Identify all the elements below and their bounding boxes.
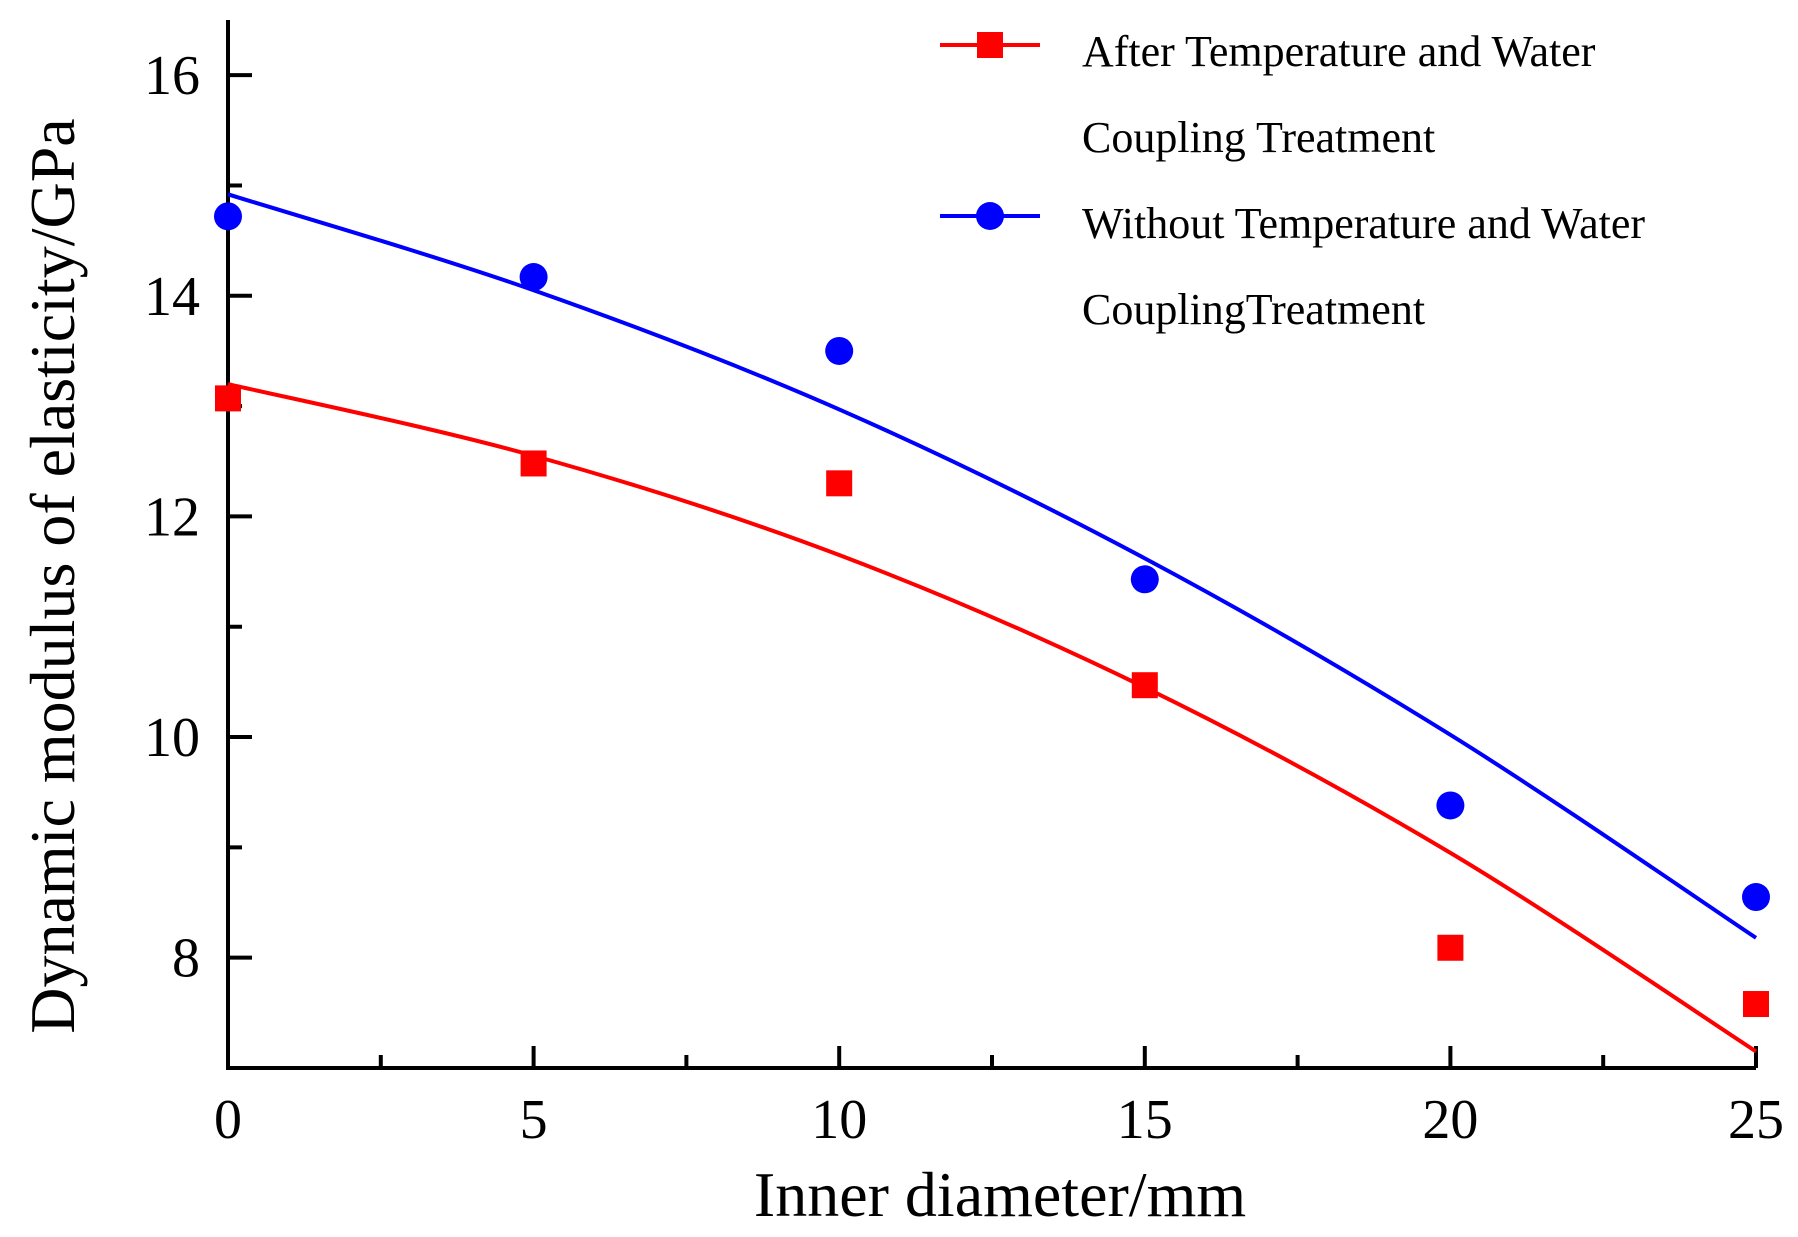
legend-label: Without Temperature and Water xyxy=(1082,199,1645,248)
y-tick-label: 14 xyxy=(144,266,200,328)
y-tick-label: 10 xyxy=(144,707,200,769)
data-point-circle xyxy=(519,263,548,292)
legend-marker-square xyxy=(977,32,1003,58)
fit-line-series-2 xyxy=(227,192,1758,940)
x-tick-label: 10 xyxy=(811,1089,867,1151)
legend-label: After Temperature and Water xyxy=(1082,27,1596,76)
legend-label: Coupling Treatment xyxy=(1082,113,1435,162)
x-tick-label: 15 xyxy=(1117,1089,1173,1151)
legend-label: CouplingTreatment xyxy=(1082,285,1425,334)
axes: 0 5 10 15 20 25 8 10 12 14 16 xyxy=(144,20,1784,1151)
y-tick-label: 16 xyxy=(144,45,200,107)
data-point-square xyxy=(1437,934,1464,961)
x-tick-label: 20 xyxy=(1422,1089,1478,1151)
y-axis-title: Dynamic modulus of elasticity/GPa xyxy=(17,118,88,1033)
data-point-square xyxy=(215,385,241,412)
x-tick-label: 5 xyxy=(520,1089,548,1151)
data-point-circle xyxy=(1436,791,1465,820)
data-point-square xyxy=(1743,991,1769,1018)
fit-lines xyxy=(227,192,1758,1054)
legend-marker-circle xyxy=(976,202,1004,230)
data-point-square xyxy=(520,450,547,477)
data-point-square xyxy=(1131,672,1158,699)
legend: After Temperature and Water Coupling Trea… xyxy=(940,27,1645,334)
x-axis-title: Inner diameter/mm xyxy=(754,1159,1246,1230)
data-point-circle xyxy=(825,336,854,365)
data-points xyxy=(214,202,1770,1018)
x-tick-label: 25 xyxy=(1728,1089,1784,1151)
y-tick-label: 8 xyxy=(172,928,200,990)
x-tick-label: 0 xyxy=(214,1089,242,1151)
y-tick-label: 12 xyxy=(144,486,200,548)
data-point-circle xyxy=(1130,565,1159,594)
data-point-circle xyxy=(214,202,242,231)
data-point-circle xyxy=(1742,883,1770,912)
fit-line-series-1 xyxy=(227,382,1758,1054)
data-point-square xyxy=(826,470,853,497)
